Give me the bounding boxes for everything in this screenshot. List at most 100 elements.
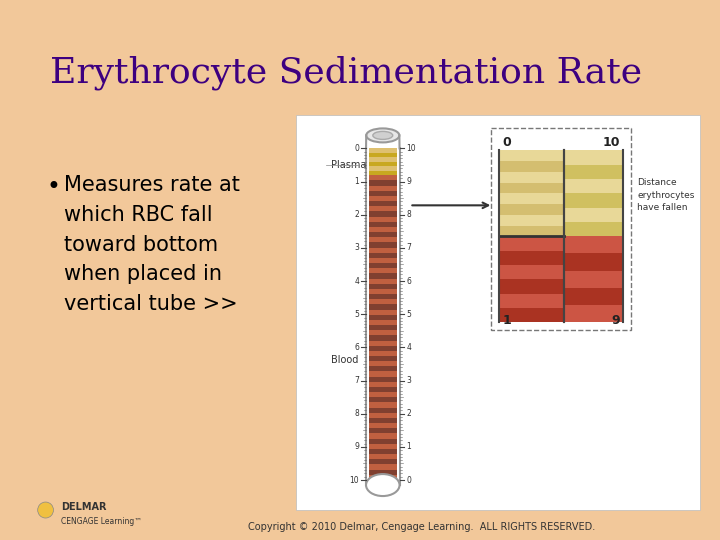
Bar xyxy=(564,179,624,193)
Bar xyxy=(369,444,397,449)
Bar xyxy=(369,408,397,413)
Text: 1: 1 xyxy=(407,442,411,451)
Bar xyxy=(369,434,397,439)
Bar xyxy=(369,346,397,351)
Bar xyxy=(369,382,397,387)
Text: Blood: Blood xyxy=(330,355,358,365)
Bar xyxy=(369,299,397,305)
Bar xyxy=(564,222,624,237)
Bar xyxy=(369,361,397,367)
Bar xyxy=(369,294,397,300)
Bar xyxy=(369,438,397,444)
Text: Measures rate at
which RBC fall
toward bottom
when placed in
vertical tube >>: Measures rate at which RBC fall toward b… xyxy=(64,176,240,314)
Text: 5: 5 xyxy=(354,310,359,319)
Bar xyxy=(369,372,397,377)
Bar xyxy=(296,116,701,510)
Bar xyxy=(564,193,624,208)
Text: 7: 7 xyxy=(407,244,411,252)
Text: 7: 7 xyxy=(354,376,359,385)
Text: 4: 4 xyxy=(407,343,411,352)
Text: 4: 4 xyxy=(354,276,359,286)
Bar xyxy=(369,258,397,264)
Bar xyxy=(369,480,397,485)
Bar xyxy=(369,376,397,382)
Bar xyxy=(564,237,624,253)
Bar xyxy=(369,171,397,176)
Bar xyxy=(369,227,397,232)
Bar xyxy=(499,226,564,237)
Text: 10: 10 xyxy=(603,136,621,149)
Text: 9: 9 xyxy=(354,442,359,451)
Bar xyxy=(491,129,631,330)
Bar xyxy=(369,273,397,279)
Text: 2: 2 xyxy=(407,409,411,418)
Text: 8: 8 xyxy=(354,409,359,418)
Bar xyxy=(369,162,397,166)
Bar xyxy=(499,294,564,308)
Bar xyxy=(499,251,564,265)
Text: Erythrocyte Sedimentation Rate: Erythrocyte Sedimentation Rate xyxy=(50,55,642,90)
Bar xyxy=(369,449,397,454)
Bar xyxy=(369,191,397,196)
Ellipse shape xyxy=(366,129,400,143)
Bar xyxy=(369,268,397,274)
Bar xyxy=(369,413,397,418)
Ellipse shape xyxy=(373,131,392,139)
Bar xyxy=(369,392,397,397)
Bar xyxy=(369,418,397,423)
Bar xyxy=(369,279,397,284)
Bar xyxy=(369,335,397,341)
Bar xyxy=(499,183,564,193)
Bar xyxy=(369,284,397,289)
Bar xyxy=(499,265,564,279)
Bar xyxy=(369,289,397,294)
Text: 9: 9 xyxy=(407,177,411,186)
Bar xyxy=(369,428,397,434)
Bar xyxy=(369,459,397,465)
Text: 0: 0 xyxy=(407,476,411,484)
Bar xyxy=(369,402,397,408)
Text: 6: 6 xyxy=(354,343,359,352)
Text: 2: 2 xyxy=(354,210,359,219)
Bar xyxy=(369,237,397,243)
Bar xyxy=(369,366,397,372)
Bar xyxy=(369,320,397,325)
Text: 0: 0 xyxy=(354,144,359,153)
Bar xyxy=(499,204,564,215)
Bar xyxy=(369,475,397,480)
Bar xyxy=(369,196,397,201)
Bar xyxy=(369,186,397,191)
Bar xyxy=(369,148,397,153)
Bar xyxy=(499,172,564,183)
Bar xyxy=(369,263,397,268)
Bar xyxy=(369,253,397,258)
Bar xyxy=(369,180,397,186)
Text: 3: 3 xyxy=(354,244,359,252)
Bar xyxy=(369,176,397,181)
Bar xyxy=(499,237,564,251)
Bar xyxy=(499,161,564,172)
Bar xyxy=(369,387,397,393)
Text: •: • xyxy=(47,176,60,199)
Bar xyxy=(369,157,397,162)
Text: CENGAGE Learning™: CENGAGE Learning™ xyxy=(61,517,143,526)
Bar xyxy=(499,279,564,294)
Bar xyxy=(369,206,397,212)
Bar xyxy=(369,356,397,361)
Text: 6: 6 xyxy=(407,276,411,286)
Bar xyxy=(564,253,624,271)
Text: 8: 8 xyxy=(407,210,411,219)
Text: Distance
erythrocytes
have fallen: Distance erythrocytes have fallen xyxy=(637,178,695,212)
Bar xyxy=(369,217,397,222)
Bar xyxy=(366,148,400,485)
Bar xyxy=(369,464,397,470)
Text: 10: 10 xyxy=(349,476,359,484)
Bar xyxy=(564,271,624,288)
Bar xyxy=(369,454,397,460)
Bar xyxy=(564,305,624,322)
Bar xyxy=(564,150,624,165)
Bar xyxy=(499,150,564,161)
Text: 5: 5 xyxy=(407,310,411,319)
Bar xyxy=(369,315,397,320)
Text: 1: 1 xyxy=(502,314,511,327)
